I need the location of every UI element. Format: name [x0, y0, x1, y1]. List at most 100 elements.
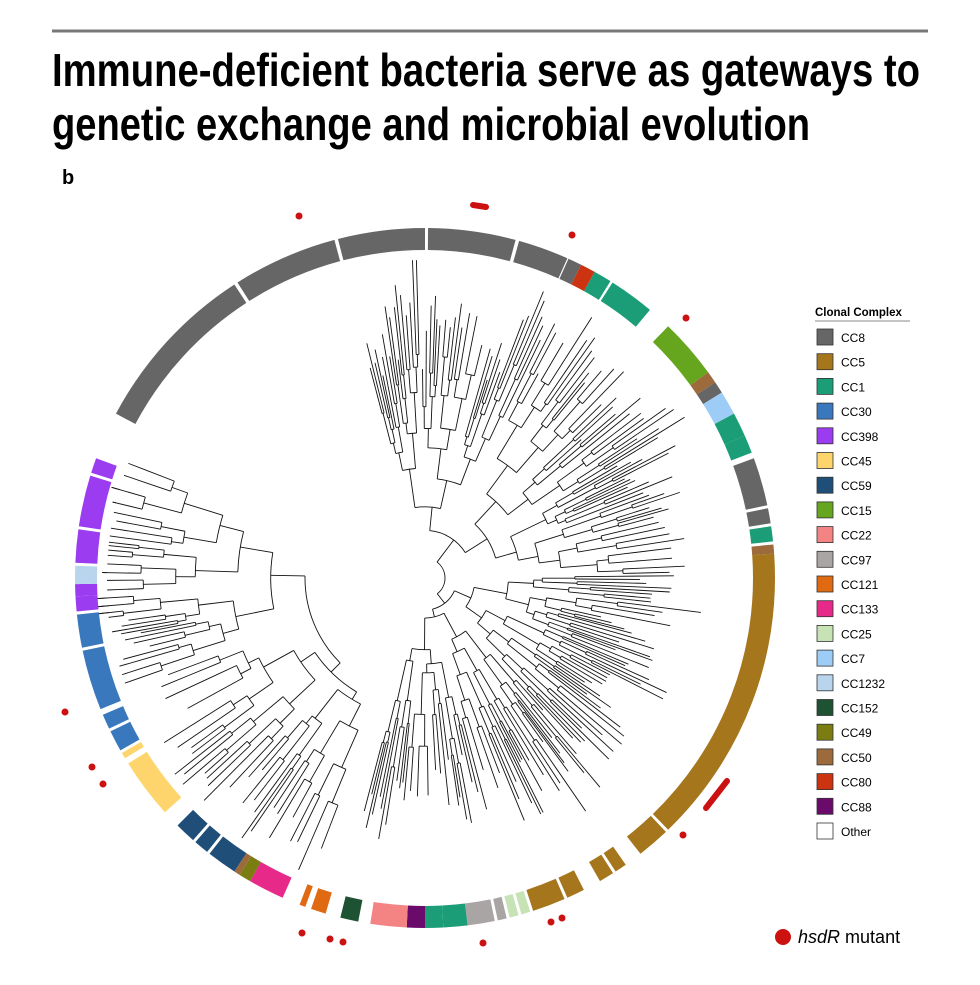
tree-branch	[594, 443, 610, 455]
tree-branch	[617, 606, 639, 609]
ring-segment	[300, 884, 313, 907]
tree-branch	[632, 501, 644, 505]
tree-tip	[134, 637, 160, 643]
tree-arc	[616, 518, 617, 521]
tree-branch	[601, 507, 632, 518]
tree-branch	[554, 412, 560, 420]
tree-tip	[580, 763, 600, 787]
tree-branch	[467, 672, 482, 707]
tree-branch	[475, 502, 496, 525]
tree-arc	[133, 596, 134, 603]
tree-branch	[559, 390, 569, 403]
ring-segment	[601, 282, 650, 326]
tree-tip	[626, 438, 658, 457]
tree-arc	[480, 414, 484, 415]
legend-label: CC49	[841, 726, 872, 740]
tree-branch	[546, 420, 553, 429]
tree-arc	[185, 614, 186, 621]
tree-branch	[518, 556, 538, 560]
tree-branch	[466, 631, 486, 658]
tree-tip	[430, 306, 431, 349]
tree-branch	[494, 388, 498, 399]
tree-branch	[404, 333, 407, 370]
tree-arc	[618, 523, 619, 526]
tree-branch	[113, 502, 143, 509]
tree-branch	[613, 474, 627, 481]
tree-branch	[532, 485, 560, 504]
tree-branch	[143, 663, 160, 668]
tree-branch	[454, 359, 457, 379]
tree-tip	[390, 356, 395, 390]
tree-branch	[571, 655, 586, 663]
tree-tip	[436, 319, 437, 350]
tree-tip	[515, 316, 529, 352]
tree-branch	[550, 688, 559, 696]
ring-segment	[75, 584, 97, 597]
legend-label: CC22	[841, 529, 872, 543]
tree-branch	[458, 364, 461, 380]
tree-tip	[412, 260, 414, 316]
tree-branch	[547, 598, 576, 603]
tree-arc	[616, 543, 617, 548]
tree-arc	[334, 764, 346, 770]
tree-branch	[476, 439, 486, 462]
tree-tip	[243, 787, 256, 803]
tree-branch	[332, 769, 346, 802]
tree-arc	[511, 537, 519, 561]
tree-branch	[577, 582, 599, 583]
tree-tip	[638, 417, 684, 446]
tree-tip	[188, 698, 206, 708]
tree-branch	[408, 346, 410, 370]
tree-branch	[443, 343, 444, 357]
tree-branch	[485, 395, 488, 404]
tree-branch	[306, 716, 312, 723]
tree-branch	[223, 629, 239, 633]
tree-branch	[448, 380, 450, 396]
tree-branch	[268, 768, 291, 801]
tree-branch	[404, 375, 406, 399]
tree-branch	[151, 485, 170, 492]
tree-branch	[349, 704, 360, 726]
tree-branch	[440, 481, 446, 509]
tree-branch	[193, 641, 225, 651]
mutant-dot	[299, 930, 306, 937]
ring-segment	[425, 906, 443, 928]
tree-tip	[564, 338, 595, 381]
tree-branch	[566, 510, 573, 513]
tree-tip	[525, 301, 544, 345]
tree-branch	[508, 499, 528, 515]
tree-branch	[450, 739, 452, 755]
tree-branch	[557, 463, 584, 482]
tree-tip	[437, 727, 441, 774]
tree-tip	[293, 797, 304, 817]
tree-branch	[412, 714, 415, 747]
tree-branch	[573, 414, 599, 439]
tree-branch	[562, 608, 570, 610]
mutant-dot	[559, 915, 566, 922]
tree-branch	[120, 556, 133, 557]
legend-label: CC30	[841, 405, 872, 419]
tree-branch	[617, 544, 646, 548]
mutant-gene: hsdR	[798, 927, 840, 947]
tree-arc	[428, 448, 447, 450]
tree-branch	[301, 652, 315, 662]
tree-tip	[375, 350, 385, 396]
tree-branch	[168, 625, 196, 631]
tree-branch	[430, 349, 431, 373]
ring-segment	[746, 508, 770, 526]
title: genetic exchange and microbial evolution	[52, 98, 810, 150]
tree-branch	[604, 597, 628, 599]
tree-tip	[528, 292, 543, 329]
legend-swatch	[817, 798, 833, 814]
tree-arc	[477, 611, 486, 624]
tree-branch	[577, 465, 599, 479]
legend-swatch	[817, 428, 833, 444]
legend-label: CC152	[841, 702, 879, 716]
legend-label: CC1	[841, 380, 865, 394]
tree-tip	[639, 609, 663, 612]
clonal-ring	[75, 228, 775, 928]
tree-tip	[630, 517, 653, 523]
tree-branch	[442, 662, 449, 697]
tree-branch	[433, 335, 434, 374]
